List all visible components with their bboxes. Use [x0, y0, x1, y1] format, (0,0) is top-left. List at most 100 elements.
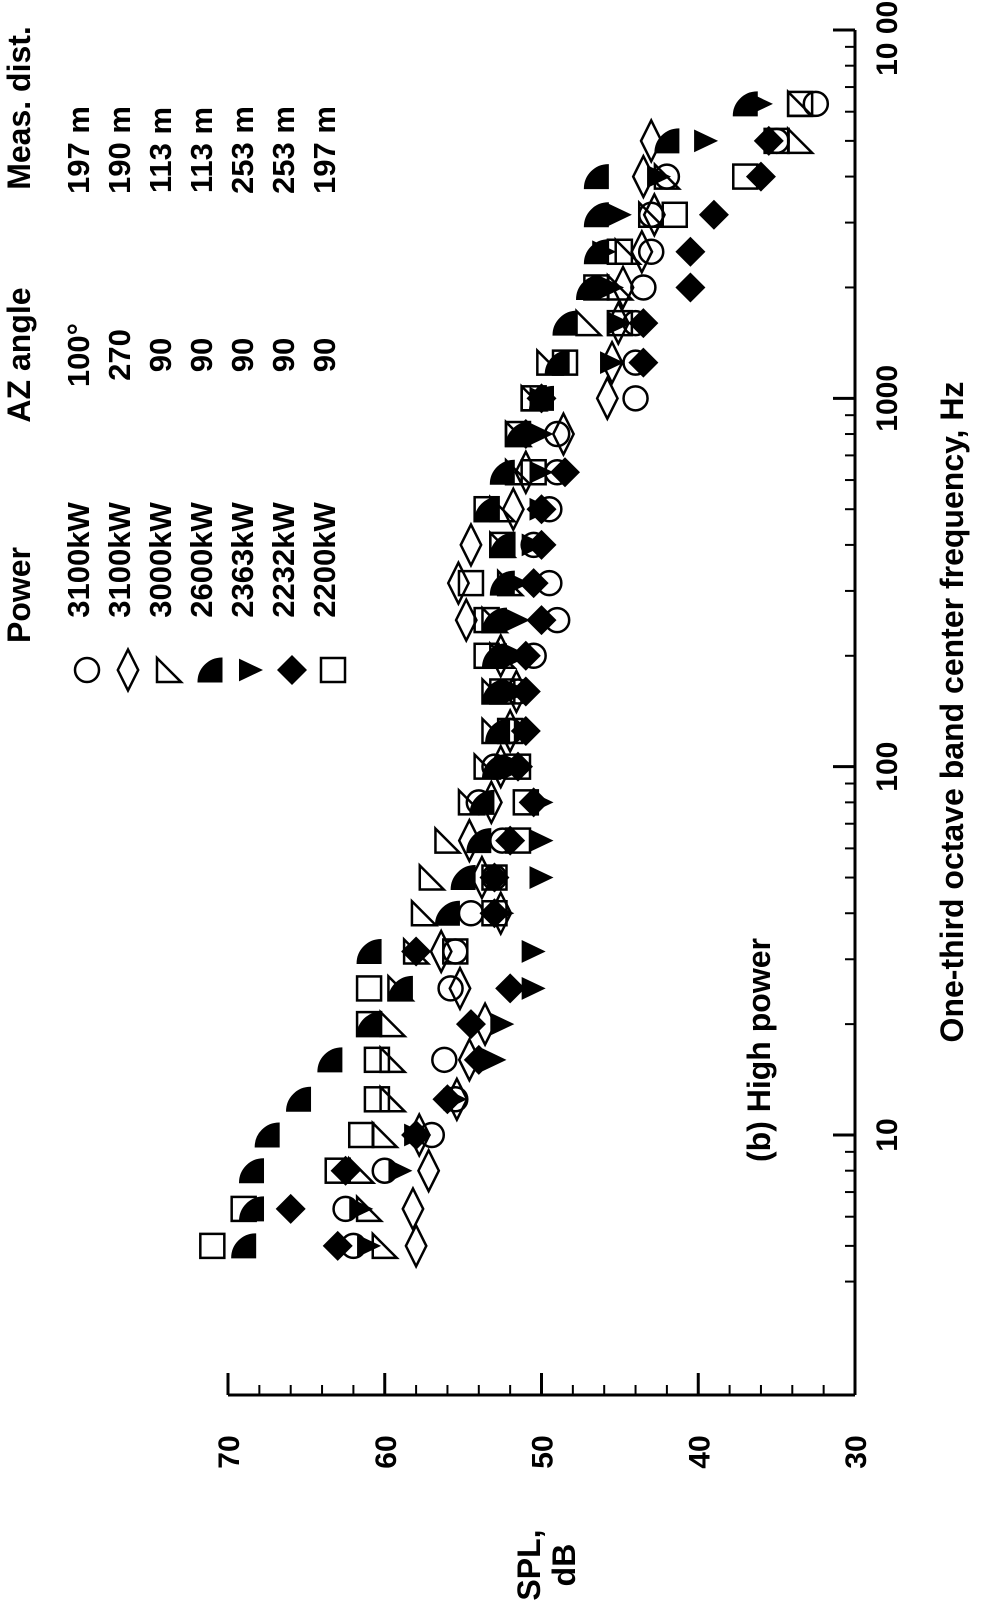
data-point — [446, 559, 471, 607]
data-point — [473, 495, 500, 523]
legend-marker — [73, 656, 101, 684]
data-point — [363, 1046, 391, 1074]
data-point — [606, 309, 634, 337]
data-point — [479, 862, 510, 893]
data-point — [529, 460, 554, 484]
legend-power: 3000kW — [143, 502, 178, 618]
data-point — [510, 676, 541, 707]
data-point — [510, 419, 541, 450]
data-point — [239, 1158, 265, 1184]
legend-az-angle: 90 — [225, 338, 260, 372]
data-point — [630, 228, 654, 275]
data-point — [501, 486, 525, 533]
data-point — [481, 643, 507, 669]
data-point — [529, 829, 554, 852]
series-7 — [199, 90, 814, 1260]
spl-tick-label: 60 — [370, 1435, 403, 1468]
data-point — [401, 1185, 425, 1233]
data-point — [520, 385, 547, 412]
data-point — [355, 975, 383, 1002]
legend-power: 2200kW — [307, 502, 342, 618]
data-point — [489, 459, 515, 485]
legend: Power AZ angle Meas. dist. 3100kW 100° 197 m 3… — [1, 26, 347, 694]
data-point — [583, 202, 609, 228]
data-point — [448, 965, 472, 1012]
legend-distance: 113 m — [184, 107, 219, 193]
data-point — [694, 129, 719, 153]
data-point — [489, 678, 516, 705]
data-point — [437, 975, 464, 1002]
legend-power: 3100kW — [102, 502, 137, 618]
data-point — [434, 825, 463, 854]
legend-marker — [277, 655, 307, 685]
data-point — [763, 127, 790, 155]
data-point — [457, 569, 485, 597]
legend-distance: 197 m — [61, 106, 96, 194]
legend-az-angle: 90 — [143, 338, 178, 372]
data-point — [661, 201, 688, 229]
frequency-axis-label: One-third octave band center frequency, … — [934, 382, 970, 1043]
data-point — [630, 274, 657, 301]
data-point — [417, 1147, 441, 1194]
data-point — [431, 1046, 458, 1074]
data-point — [521, 940, 546, 963]
legend-distance: 113 m — [143, 107, 178, 193]
data-point — [753, 125, 784, 156]
data-point — [607, 203, 632, 227]
data-point — [455, 1009, 486, 1040]
data-point — [401, 1120, 432, 1150]
data-point — [230, 1195, 257, 1223]
data-point — [442, 938, 469, 965]
data-point — [510, 640, 541, 671]
data-point — [607, 311, 632, 335]
legend-marker — [197, 657, 223, 683]
data-point — [583, 164, 609, 190]
data-point — [550, 457, 581, 488]
data-point — [474, 496, 500, 522]
legend-power: 2232kW — [266, 502, 301, 618]
data-point — [481, 864, 508, 891]
data-point — [647, 165, 672, 188]
frequency-tick-label: 10 000 — [871, 0, 904, 76]
data-point — [239, 1196, 265, 1222]
data-point — [576, 274, 602, 300]
data-point — [595, 375, 619, 422]
data-point — [466, 828, 492, 854]
legend-power: 2600kW — [184, 502, 219, 618]
data-point — [356, 938, 382, 964]
data-point — [698, 199, 729, 230]
data-point — [802, 90, 830, 118]
data-point — [479, 898, 510, 929]
data-point — [504, 420, 532, 448]
data-point — [622, 385, 649, 412]
data-point — [520, 458, 547, 486]
data-point — [745, 161, 776, 192]
data-point — [526, 383, 557, 414]
spl-tick-label: 50 — [527, 1435, 560, 1468]
data-point — [502, 751, 533, 782]
data-point — [552, 310, 578, 336]
legend-marker — [239, 658, 263, 682]
data-point — [379, 1009, 408, 1038]
data-point — [199, 1232, 226, 1260]
panel-annotation: (b) High power — [741, 938, 777, 1162]
data-point — [450, 865, 476, 891]
legend-distance: 190 m — [102, 106, 137, 194]
legend-az-angle: 90 — [307, 338, 342, 372]
legend-az-angle: 90 — [184, 338, 219, 372]
data-point — [786, 90, 814, 118]
data-point — [481, 899, 508, 927]
data-point — [611, 264, 635, 311]
legend-power: 2363kW — [225, 502, 260, 618]
data-point — [387, 975, 413, 1001]
data-point — [637, 199, 667, 229]
frequency-tick-label: 100 — [871, 742, 904, 792]
data-point — [473, 606, 500, 634]
data-point — [418, 862, 447, 891]
data-point — [637, 238, 665, 266]
legend-header: AZ angle — [1, 287, 37, 422]
data-point — [526, 494, 557, 525]
data-point — [628, 308, 659, 339]
data-point — [481, 607, 507, 633]
